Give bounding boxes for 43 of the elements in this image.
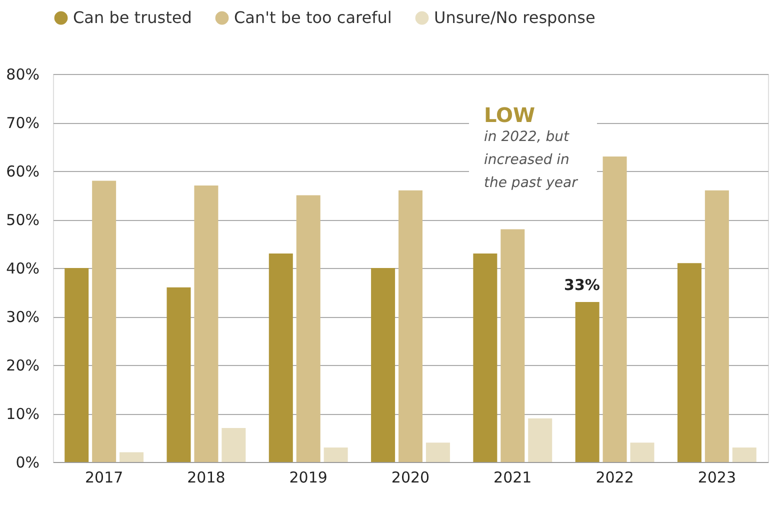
y-tick-label: 30% (6, 308, 40, 326)
x-tick-label: 2022 (596, 468, 634, 486)
bar (630, 442, 654, 462)
bar (704, 190, 729, 462)
bar (732, 447, 756, 462)
bar (398, 190, 422, 462)
bar (120, 452, 144, 462)
bar (575, 302, 600, 462)
legend-label: Can be trusted (73, 8, 192, 27)
x-tick-label: 2020 (391, 468, 430, 486)
bar (268, 253, 293, 462)
bar (324, 447, 348, 462)
legend-label: Can't be too careful (234, 8, 392, 27)
bar (296, 195, 320, 462)
y-tick-label: 0% (16, 454, 40, 472)
bar (602, 156, 627, 462)
bar (92, 180, 116, 462)
bar (500, 229, 525, 462)
annotation: LOW (484, 103, 536, 127)
y-tick-label: 10% (6, 405, 40, 423)
bar (426, 442, 450, 462)
annotation: 33% (564, 276, 600, 294)
legend-label: Unsure/No response (434, 8, 596, 27)
x-tick-label: 2023 (698, 468, 736, 486)
y-tick-label: 50% (6, 211, 40, 229)
annotation: in 2022, but increased in the past year (484, 129, 579, 191)
y-tick-label: 40% (6, 260, 40, 278)
bar (371, 268, 396, 462)
bar (166, 287, 191, 462)
bar (677, 263, 702, 462)
y-tick-label: 80% (6, 66, 40, 84)
bar (222, 428, 246, 462)
y-tick-label: 70% (6, 114, 40, 132)
x-tick-label: 2017 (84, 468, 124, 486)
y-tick-label: 60% (6, 162, 40, 180)
bar (473, 253, 498, 462)
x-tick-label: 2019 (289, 468, 328, 486)
bar (528, 418, 552, 462)
x-tick-label: 2018 (187, 468, 226, 486)
bar (64, 268, 89, 462)
x-tick-label: 2021 (494, 468, 532, 486)
y-tick-label: 20% (6, 356, 40, 374)
bar (194, 186, 218, 462)
